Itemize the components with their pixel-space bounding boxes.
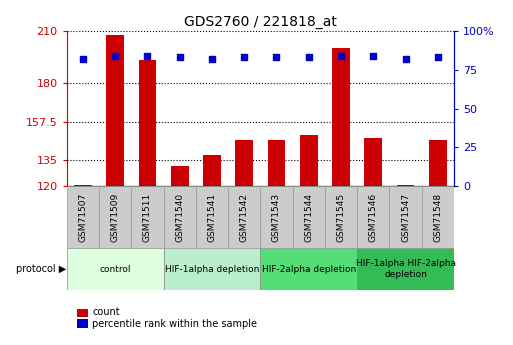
Bar bbox=[164, 248, 260, 290]
Text: GSM71545: GSM71545 bbox=[337, 193, 346, 242]
Bar bbox=[332, 48, 350, 186]
Bar bbox=[357, 186, 389, 248]
Bar bbox=[171, 166, 189, 186]
Bar bbox=[77, 309, 88, 317]
Text: count: count bbox=[92, 307, 120, 317]
Text: GSM71548: GSM71548 bbox=[433, 193, 442, 242]
Point bbox=[208, 56, 216, 62]
Bar bbox=[196, 186, 228, 248]
Bar bbox=[260, 186, 292, 248]
Text: GSM71509: GSM71509 bbox=[111, 193, 120, 242]
Bar bbox=[300, 135, 318, 186]
Bar bbox=[357, 248, 454, 290]
Bar bbox=[67, 248, 164, 290]
Point bbox=[240, 55, 248, 60]
Bar bbox=[228, 186, 260, 248]
Point bbox=[175, 55, 184, 60]
Bar bbox=[131, 186, 164, 248]
Text: HIF-1alpha depletion: HIF-1alpha depletion bbox=[165, 265, 259, 274]
Bar bbox=[364, 138, 382, 186]
Text: HIF-2alpha depletion: HIF-2alpha depletion bbox=[262, 265, 356, 274]
Point bbox=[402, 56, 410, 62]
Point bbox=[434, 55, 442, 60]
Point bbox=[272, 55, 281, 60]
Bar bbox=[203, 155, 221, 186]
Text: GSM71544: GSM71544 bbox=[304, 193, 313, 242]
Bar bbox=[106, 34, 124, 186]
Bar bbox=[389, 186, 422, 248]
Bar bbox=[422, 186, 454, 248]
Bar bbox=[268, 140, 285, 186]
Bar bbox=[260, 248, 357, 290]
Bar bbox=[429, 140, 447, 186]
Text: GSM71546: GSM71546 bbox=[369, 193, 378, 242]
Text: percentile rank within the sample: percentile rank within the sample bbox=[92, 319, 258, 328]
Bar bbox=[235, 140, 253, 186]
Bar bbox=[74, 185, 92, 186]
Text: GSM71540: GSM71540 bbox=[175, 193, 184, 242]
Point bbox=[143, 53, 151, 59]
Text: GSM71541: GSM71541 bbox=[207, 193, 216, 242]
Text: GSM71507: GSM71507 bbox=[78, 193, 87, 242]
Point bbox=[305, 55, 313, 60]
Text: protocol ▶: protocol ▶ bbox=[16, 264, 67, 274]
Point bbox=[78, 56, 87, 62]
Text: GSM71543: GSM71543 bbox=[272, 193, 281, 242]
Text: GSM71547: GSM71547 bbox=[401, 193, 410, 242]
Title: GDS2760 / 221818_at: GDS2760 / 221818_at bbox=[184, 14, 337, 29]
Point bbox=[111, 53, 119, 59]
Text: GSM71511: GSM71511 bbox=[143, 193, 152, 242]
Bar bbox=[99, 186, 131, 248]
Point bbox=[337, 53, 345, 59]
Bar bbox=[67, 186, 99, 248]
Bar bbox=[164, 186, 196, 248]
Bar bbox=[325, 186, 357, 248]
Text: GSM71542: GSM71542 bbox=[240, 193, 249, 242]
Point bbox=[369, 53, 378, 59]
Bar bbox=[397, 185, 415, 186]
Text: HIF-1alpha HIF-2alpha
depletion: HIF-1alpha HIF-2alpha depletion bbox=[356, 259, 456, 279]
Bar bbox=[292, 186, 325, 248]
Bar bbox=[77, 319, 88, 328]
Bar bbox=[139, 60, 156, 186]
Text: control: control bbox=[100, 265, 131, 274]
